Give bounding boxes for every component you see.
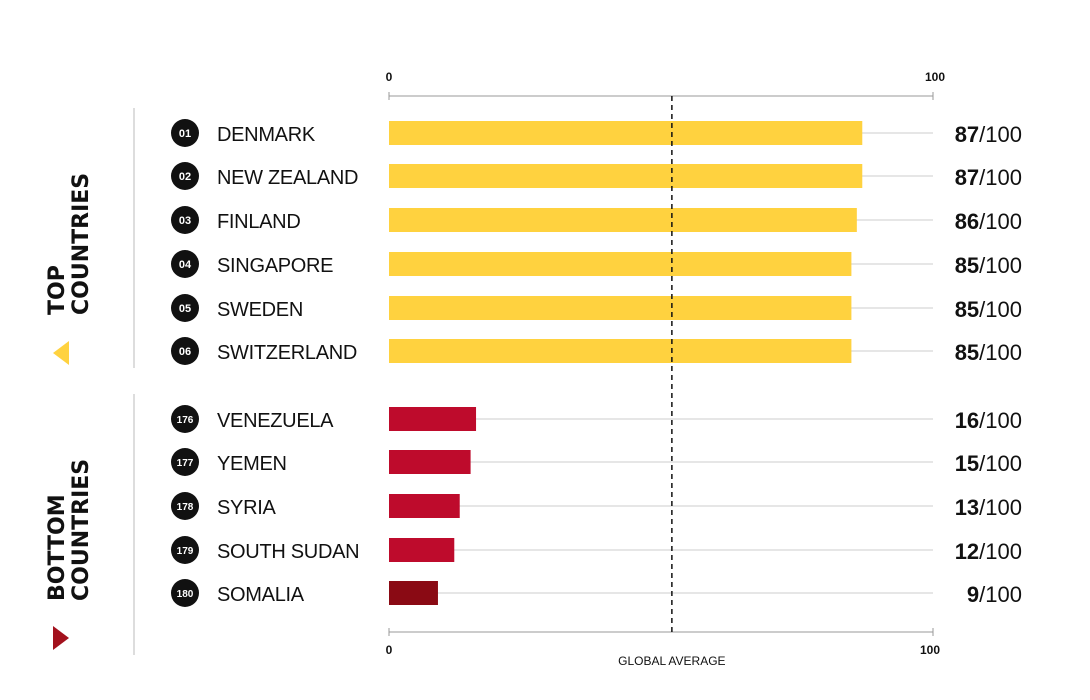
top-tick-label: 100 xyxy=(925,70,945,84)
country-label: SOUTH SUDAN xyxy=(217,541,359,563)
rank-label: 05 xyxy=(179,303,191,315)
value-label: 87/100 xyxy=(955,122,1022,147)
country-label: SINGAPORE xyxy=(217,255,333,277)
value-number: 9 xyxy=(967,582,979,607)
rank-label: 01 xyxy=(179,128,191,140)
value-suffix: /100 xyxy=(979,340,1022,365)
value-suffix: /100 xyxy=(979,122,1022,147)
rank-label: 02 xyxy=(179,171,191,183)
value-label: 85/100 xyxy=(955,297,1022,322)
bar xyxy=(389,407,477,431)
value-number: 85 xyxy=(955,297,979,322)
top-label-line2: COUNTRIES xyxy=(69,172,94,315)
value-label: 85/100 xyxy=(955,253,1022,278)
country-label: SWITZERLAND xyxy=(217,342,357,364)
value-number: 86 xyxy=(955,209,979,234)
bar xyxy=(389,164,863,188)
bar xyxy=(389,538,455,562)
top-label-line1: TOP xyxy=(45,265,70,315)
rank-label: 177 xyxy=(177,458,194,469)
rank-badge xyxy=(171,405,199,433)
bottom-label-line1: BOTTOM xyxy=(45,494,70,601)
rank-badge xyxy=(171,536,199,564)
value-suffix: /100 xyxy=(979,539,1022,564)
value-number: 87 xyxy=(955,122,979,147)
bottom-countries-label: BOTTOM COUNTRIES xyxy=(45,458,94,601)
rank-badge xyxy=(171,337,199,365)
value-suffix: /100 xyxy=(979,209,1022,234)
value-label: 85/100 xyxy=(955,340,1022,365)
rank-label: 03 xyxy=(179,215,191,227)
top-countries-label: TOP COUNTRIES xyxy=(45,172,94,315)
global-average-label: GLOBAL AVERAGE xyxy=(618,654,725,668)
value-label: 9/100 xyxy=(967,582,1022,607)
bar xyxy=(389,208,857,232)
bar xyxy=(389,450,471,474)
bar xyxy=(389,339,852,363)
bottom-tick-label: 100 xyxy=(920,643,940,657)
country-label: FINLAND xyxy=(217,211,300,233)
rank-label: 04 xyxy=(179,259,192,271)
rank-badge xyxy=(171,162,199,190)
value-number: 85 xyxy=(955,340,979,365)
top-triangle-icon xyxy=(53,341,69,365)
value-label: 16/100 xyxy=(955,408,1022,433)
country-label: DENMARK xyxy=(217,124,316,146)
value-number: 15 xyxy=(955,451,979,476)
value-label: 12/100 xyxy=(955,539,1022,564)
country-label: SOMALIA xyxy=(217,584,305,606)
value-number: 13 xyxy=(955,495,979,520)
rank-badge xyxy=(171,119,199,147)
country-label: YEMEN xyxy=(217,453,287,475)
country-label: VENEZUELA xyxy=(217,410,334,432)
rank-label: 179 xyxy=(177,546,194,557)
value-number: 87 xyxy=(955,165,979,190)
rank-badge xyxy=(171,294,199,322)
rank-badge xyxy=(171,206,199,234)
country-label: SWEDEN xyxy=(217,299,303,321)
country-label: NEW ZEALAND xyxy=(217,167,358,189)
top-tick-label: 0 xyxy=(386,70,393,84)
value-suffix: /100 xyxy=(979,165,1022,190)
value-label: 86/100 xyxy=(955,209,1022,234)
bottom-tick-label: 0 xyxy=(386,643,393,657)
bar xyxy=(389,121,863,145)
rank-label: 180 xyxy=(177,589,194,600)
country-label: SYRIA xyxy=(217,497,276,519)
value-number: 16 xyxy=(955,408,979,433)
bar xyxy=(389,581,438,605)
value-suffix: /100 xyxy=(979,253,1022,278)
rank-badge xyxy=(171,250,199,278)
value-number: 12 xyxy=(955,539,979,564)
value-label: 87/100 xyxy=(955,165,1022,190)
value-suffix: /100 xyxy=(979,297,1022,322)
bar xyxy=(389,494,460,518)
rank-badge xyxy=(171,448,199,476)
value-suffix: /100 xyxy=(979,451,1022,476)
rank-label: 178 xyxy=(177,502,194,513)
value-suffix: /100 xyxy=(979,408,1022,433)
rank-label: 176 xyxy=(177,415,194,426)
value-suffix: /100 xyxy=(979,495,1022,520)
value-number: 85 xyxy=(955,253,979,278)
bar xyxy=(389,252,852,276)
rank-label: 06 xyxy=(179,346,191,358)
bottom-label-line2: COUNTRIES xyxy=(69,458,94,601)
value-label: 15/100 xyxy=(955,451,1022,476)
rank-badge xyxy=(171,579,199,607)
bottom-triangle-icon xyxy=(53,626,69,650)
bar xyxy=(389,296,852,320)
rank-badge xyxy=(171,492,199,520)
value-suffix: /100 xyxy=(979,582,1022,607)
value-label: 13/100 xyxy=(955,495,1022,520)
